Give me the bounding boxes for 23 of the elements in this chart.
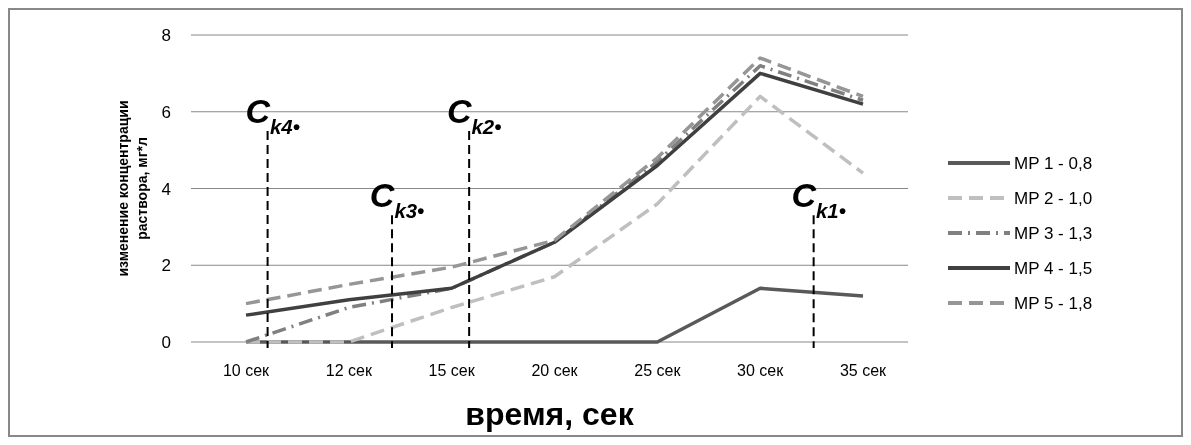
y-tick-label: 4: [161, 179, 171, 199]
x-tick-label: 25 сек: [634, 362, 682, 379]
annotation: C$_{k1•}$: [791, 176, 846, 223]
annotation: C$_{k4•}$: [245, 91, 300, 138]
y-tick-label: 8: [161, 26, 171, 45]
x-tick-label: 15 сек: [428, 362, 476, 379]
x-axis-title: время, сек: [465, 396, 635, 432]
x-tick-label: 35 сек: [839, 362, 888, 379]
x-tick-label: 30 сек: [737, 362, 785, 379]
annotation: C$_{k3•}$: [369, 176, 425, 223]
x-tick-label: 10 сек: [222, 362, 271, 379]
legend-label: MP 4 - 1,5: [1014, 259, 1093, 278]
legend-label: MP 3 - 1,3: [1014, 224, 1093, 243]
x-tick-label: 20 сек: [531, 362, 579, 379]
y-axis-title: изменение концентрации раствора, мг*л: [115, 100, 150, 277]
legend-label: MP 5 - 1,8: [1014, 294, 1093, 313]
y-tick-label: 2: [161, 256, 171, 276]
legend-label: MP 1 - 0,8: [1014, 154, 1093, 173]
y-tick-label: 0: [161, 333, 171, 352]
annotation: C$_{k2•}$: [446, 91, 502, 138]
legend-label: MP 2 - 1,0: [1014, 189, 1093, 208]
y-tick-label: 6: [161, 102, 171, 122]
x-tick-label: 12 сек: [325, 362, 373, 379]
